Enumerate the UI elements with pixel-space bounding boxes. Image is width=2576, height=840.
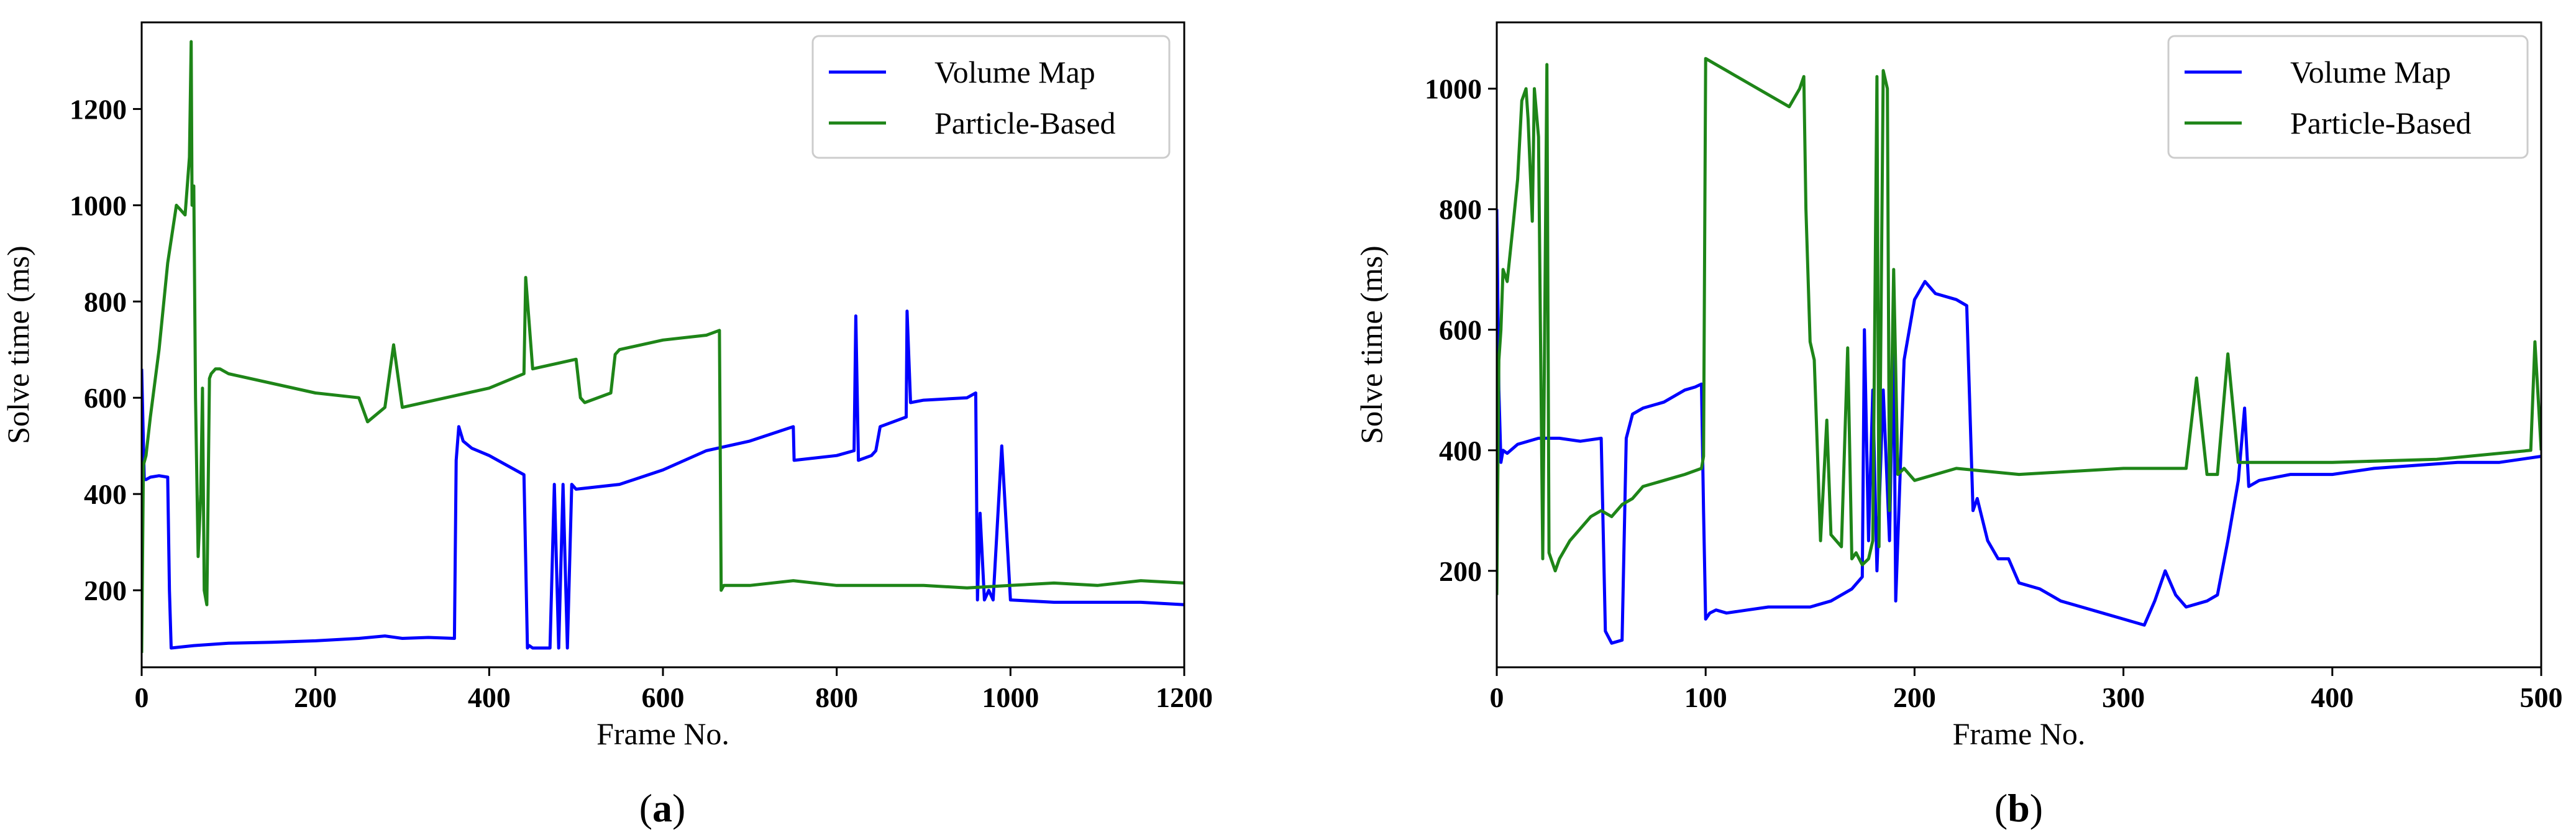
charta-panel-label: (a) — [639, 786, 686, 830]
chartb-x-tick-label: 200 — [1893, 682, 1936, 713]
chartb-y-tick-label: 200 — [1439, 555, 1482, 587]
chartb-x-tick-label: 0 — [1490, 682, 1504, 713]
chartb-x-tick-label: 500 — [2520, 682, 2563, 713]
chartb-y-tick-label: 800 — [1439, 194, 1482, 226]
chartb-x-tick-label: 300 — [2102, 682, 2145, 713]
charta-x-tick-label: 0 — [135, 682, 149, 713]
charta-x-tick-label: 1000 — [982, 682, 1039, 713]
charta-x-tick-label: 200 — [294, 682, 337, 713]
charta-x-tick-label: 400 — [468, 682, 511, 713]
charta-legend-label: Volume Map — [934, 55, 1095, 89]
charta-x-tick-label: 800 — [815, 682, 858, 713]
chartb-x-tick-label: 400 — [2311, 682, 2354, 713]
charta-legend-label: Particle-Based — [934, 106, 1116, 140]
chartb-legend-box — [2167, 35, 2529, 159]
charta-series-volume-map-line — [142, 309, 1184, 650]
charta-x-axis-label: Frame No. — [596, 716, 729, 751]
chartb-panel-label: (b) — [1994, 786, 2043, 830]
charta-series-particle-based-line — [142, 40, 1184, 653]
charta-y-tick-label: 1200 — [70, 93, 127, 125]
charta-y-tick-label: 200 — [84, 575, 127, 606]
charta-x-tick-label: 600 — [642, 682, 685, 713]
chartb-x-tick-label: 100 — [1684, 682, 1727, 713]
chart-b: 0 100 200 300 400 500 200 400 600 800 1000 Frame No… — [1354, 21, 2563, 830]
chartb-x-axis-label: Frame No. — [1953, 716, 2086, 751]
charta-legend-box — [811, 35, 1171, 159]
chartb-y-tick-label: 1000 — [1425, 73, 1482, 105]
charta-y-axis-label: Solve time (ms) — [1, 245, 35, 444]
charta-y-tick-label: 400 — [84, 478, 127, 510]
charta-x-tick-label: 1200 — [1156, 682, 1213, 713]
chartb-series-particle-based-line — [1497, 57, 2541, 595]
chartb-plot-frame — [1496, 21, 2542, 669]
charta-y-tick-label: 800 — [84, 286, 127, 317]
charta-y-tick-label: 600 — [84, 382, 127, 414]
chartb-legend-label: Particle-Based — [2290, 106, 2472, 140]
chartb-y-tick-label: 600 — [1439, 314, 1482, 346]
chartb-legend-label: Volume Map — [2290, 55, 2451, 89]
chart-a: 0 200 400 600 800 1000 1200 200 400 600 800 1000 120… — [1, 21, 1213, 830]
chartb-y-axis-label: Solve time (ms) — [1354, 245, 1389, 444]
charta-y-tick-label: 1000 — [70, 189, 127, 221]
chartb-y-tick-label: 400 — [1439, 435, 1482, 467]
